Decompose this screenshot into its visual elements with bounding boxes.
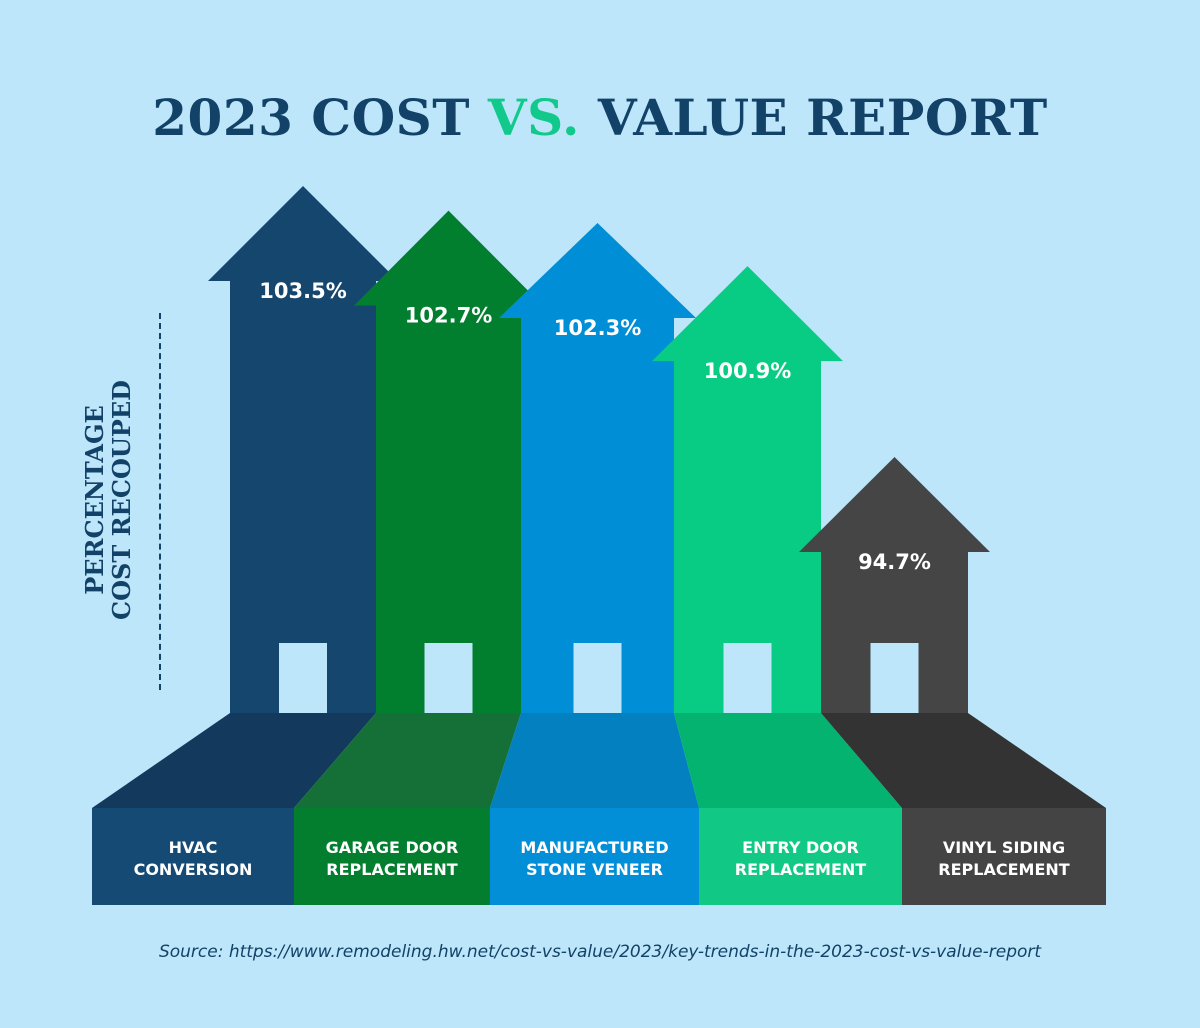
category-label-line: ENTRY DOOR (742, 838, 859, 857)
bar-floor (821, 713, 1106, 808)
y-axis-dashed-rule (159, 313, 161, 690)
bar-house (652, 266, 843, 713)
category-label: MANUFACTURED STONE VENEER (520, 838, 668, 879)
category-label: GARAGE DOOR REPLACEMENT (326, 838, 459, 879)
title-part-2: VALUE REPORT (579, 88, 1048, 147)
category-label-line: REPLACEMENT (326, 860, 457, 879)
chart-title: 2023 COST VS. VALUE REPORT (0, 88, 1200, 147)
bar-floor (674, 713, 902, 808)
bar-house (799, 457, 990, 713)
category-label-line: REPLACEMENT (938, 860, 1069, 879)
bar-door (573, 643, 622, 713)
bar-floor (294, 713, 521, 808)
source-citation: Source: https://www.remodeling.hw.net/co… (158, 942, 1042, 962)
bar-door (870, 643, 919, 713)
category-label: VINYL SIDING REPLACEMENT (938, 838, 1069, 879)
category-label-line: REPLACEMENT (735, 860, 866, 879)
title-accent: VS. (487, 88, 580, 147)
bar-value-label: 102.7% (405, 304, 492, 328)
bar-value-label: 94.7% (858, 550, 931, 574)
category-label-line: VINYL SIDING (943, 838, 1065, 857)
title-part-1: 2023 COST (152, 88, 488, 147)
bar-house (499, 222, 696, 714)
category-label: ENTRY DOOR REPLACEMENT (735, 838, 866, 879)
category-panel (490, 808, 699, 905)
bar-house (354, 210, 543, 714)
bar-door (279, 643, 327, 713)
category-label-line: GARAGE DOOR (326, 838, 459, 857)
bar-floor (490, 713, 699, 808)
category-label: HVAC CONVERSION (134, 838, 253, 879)
bar-door (723, 643, 772, 713)
category-panel (92, 808, 294, 905)
category-panel (902, 808, 1106, 905)
category-label-line: CONVERSION (134, 860, 253, 879)
bar-value-label: 102.3% (554, 316, 641, 340)
category-label-line: MANUFACTURED (520, 838, 668, 857)
bar-value-label: 100.9% (704, 359, 791, 383)
category-panel (699, 808, 902, 905)
bar-floor (92, 713, 376, 808)
bar-door (424, 643, 473, 713)
category-panel (294, 808, 490, 905)
bar-house (208, 186, 398, 713)
category-label-line: STONE VENEER (526, 860, 663, 879)
category-label-line: HVAC (169, 838, 218, 857)
bar-value-label: 103.5% (259, 279, 346, 303)
